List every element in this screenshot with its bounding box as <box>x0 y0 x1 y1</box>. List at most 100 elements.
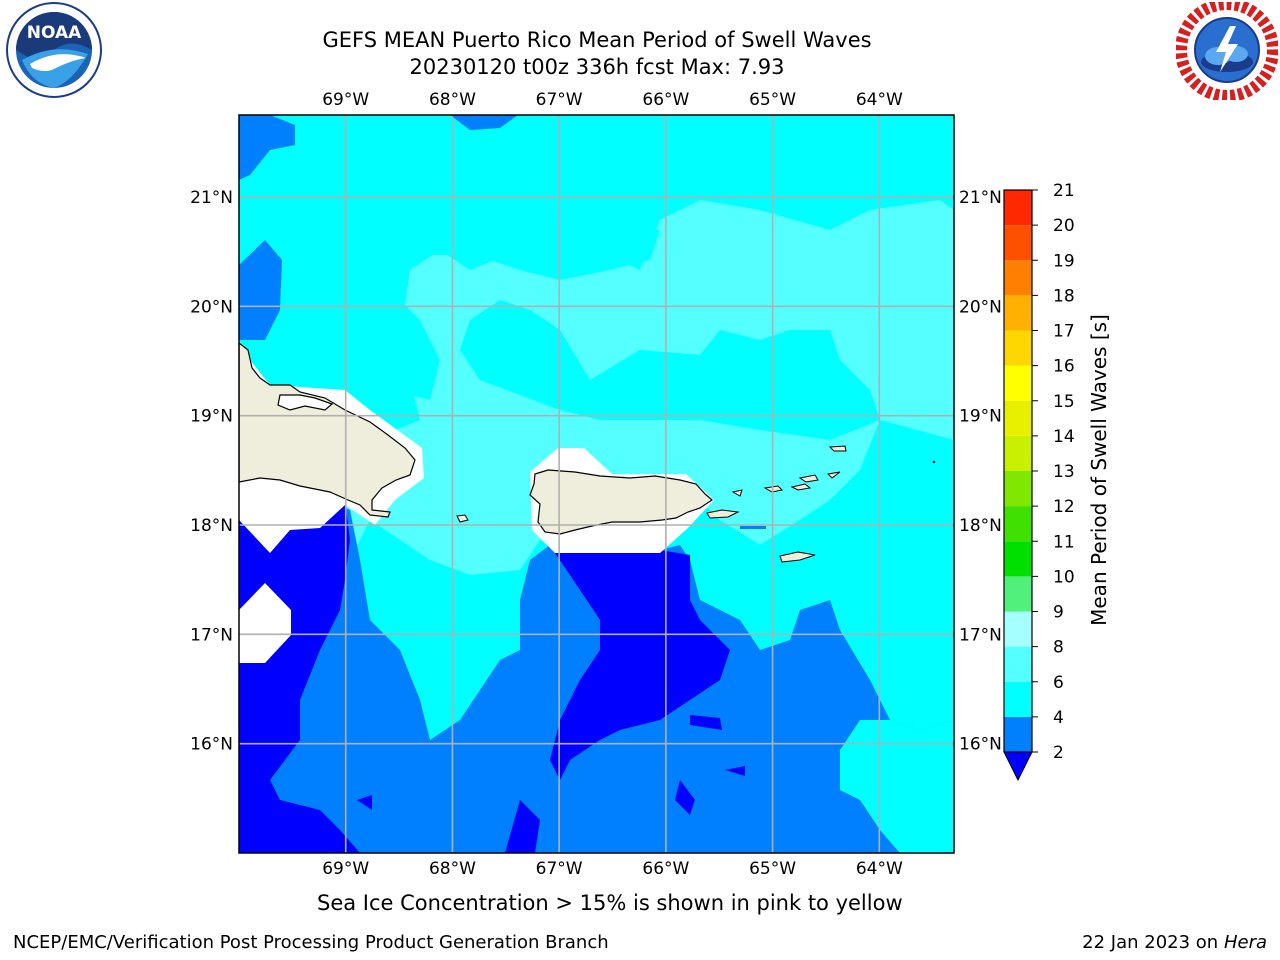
lat-tick-label: 19°N <box>190 407 233 427</box>
colorbar-tick-label: 21 <box>1053 181 1075 201</box>
colorbar-tick-label: 2 <box>1053 743 1064 763</box>
st-thomas-island <box>763 485 784 493</box>
field-below-2 <box>505 800 540 853</box>
lon-tick-label: 64°W <box>856 859 903 879</box>
field-below-2 <box>690 715 722 730</box>
colorbar-segment <box>1004 541 1032 577</box>
noaa-logo-text: NOAA <box>27 23 82 43</box>
swell-period-field <box>239 115 954 853</box>
lon-tick-label: 65°W <box>749 90 796 110</box>
lon-tick-label: 66°W <box>642 859 689 879</box>
map-frame <box>238 114 955 854</box>
sea-ice-caption: Sea Ice Concentration > 15% is shown in … <box>317 891 903 915</box>
colorbar-tick-label: 20 <box>1053 216 1075 236</box>
chart-title: GEFS MEAN Puerto Rico Mean Period of Swe… <box>322 28 872 52</box>
chart-subtitle: 20230120 t00z 336h fcst Max: 7.93 <box>409 55 785 79</box>
footer-machine: Hera <box>1223 932 1267 953</box>
lon-tick-label: 66°W <box>642 90 689 110</box>
colorbar-tick-label: 13 <box>1053 462 1075 482</box>
lat-tick-label: 21°N <box>190 188 233 208</box>
field-2-4 <box>450 115 518 130</box>
tortola-island <box>798 474 819 483</box>
lat-tick-label: 20°N <box>959 297 1002 317</box>
lat-tick-label: 19°N <box>959 407 1002 427</box>
field-4-6-pocket <box>239 115 954 200</box>
lon-tick-label: 69°W <box>322 859 369 879</box>
colorbar-tick-label: 16 <box>1053 357 1075 377</box>
colorbar-tick-label: 12 <box>1053 497 1075 517</box>
noaa-logo-icon: NOAA <box>6 2 102 98</box>
colorbar-segment <box>1004 365 1032 401</box>
colorbar-segment <box>1004 400 1032 436</box>
lon-tick-label: 67°W <box>536 859 583 879</box>
lat-ticks-right: 21°N 20°N 19°N 18°N 17°N 16°N <box>959 188 1002 755</box>
lat-tick-label: 17°N <box>190 625 233 645</box>
colorbar-segment <box>1004 646 1032 682</box>
lon-tick-label: 69°W <box>322 90 369 110</box>
field-4-6-pocket <box>460 300 880 440</box>
colorbar-tick-label: 8 <box>1053 638 1064 658</box>
field-below-2 <box>550 550 730 780</box>
field-4-6-pocket <box>420 200 660 280</box>
colorbar-segment <box>1004 330 1032 366</box>
virgin-gorda-island <box>826 471 841 479</box>
colorbar-tick-label: 15 <box>1053 392 1075 412</box>
mona-island <box>456 514 469 523</box>
colorbar-segment <box>1004 435 1032 471</box>
colorbar-extend-min <box>1003 751 1033 782</box>
field-2-4 <box>239 240 282 340</box>
st-croix-island <box>779 551 816 563</box>
lon-tick-label: 67°W <box>536 90 583 110</box>
colorbar-tick-label: 19 <box>1053 251 1075 271</box>
lon-tick-label: 68°W <box>429 90 476 110</box>
lon-tick-label: 68°W <box>429 859 476 879</box>
colorbar-segment <box>1004 471 1032 507</box>
footer-date: 22 Jan 2023 on Hera <box>1082 932 1267 953</box>
colorbar: 2 4 6 8 9 10 11 12 13 14 15 16 17 18 19 20 21 <box>1003 181 1075 782</box>
field-2-4 <box>239 115 295 180</box>
field-below-2 <box>357 795 372 810</box>
colorbar-tick-label: 10 <box>1053 567 1075 587</box>
colorbar-tick-label: 9 <box>1053 603 1064 623</box>
lat-tick-label: 16°N <box>190 735 233 755</box>
lat-tick-label: 17°N <box>959 625 1002 645</box>
lat-tick-label: 20°N <box>190 297 233 317</box>
colorbar-segment <box>1004 190 1032 226</box>
hispaniola-land <box>239 342 416 518</box>
small-patch <box>740 526 766 529</box>
lon-tick-label: 65°W <box>749 859 796 879</box>
field-4-6-pocket <box>840 720 954 853</box>
colorbar-tick-label: 11 <box>1053 532 1075 552</box>
lon-ticks-bottom: 69°W 68°W 67°W 66°W 65°W 64°W <box>322 859 903 879</box>
lat-tick-label: 18°N <box>190 516 233 536</box>
small-island <box>932 460 936 464</box>
st-john-island <box>790 483 812 491</box>
nws-logo-icon <box>1176 2 1278 100</box>
lon-ticks-top: 69°W 68°W 67°W 66°W 65°W 64°W <box>322 90 903 110</box>
colorbar-segment <box>1004 225 1032 261</box>
colorbar-tick-label: 17 <box>1053 322 1075 342</box>
gridlines <box>239 115 954 853</box>
masked-region <box>239 583 291 663</box>
colorbar-segment <box>1004 716 1032 752</box>
colorbar-segment <box>1004 611 1032 647</box>
colorbar-tick-label: 14 <box>1053 427 1075 447</box>
field-4-6-pocket <box>239 200 440 400</box>
colorbar-segment <box>1004 506 1032 542</box>
footer-credit: NCEP/EMC/Verification Post Processing Pr… <box>13 932 609 953</box>
colorbar-tick-label: 4 <box>1053 708 1064 728</box>
colorbar-tick-label: 6 <box>1053 673 1064 693</box>
field-below-2 <box>725 766 745 776</box>
lat-tick-label: 21°N <box>959 188 1002 208</box>
lat-ticks-left: 21°N 20°N 19°N 18°N 17°N 16°N <box>190 188 233 755</box>
colorbar-tick-label: 18 <box>1053 286 1075 306</box>
colorbar-segment <box>1004 576 1032 612</box>
colorbar-label: Mean Period of Swell Waves [s] <box>1087 314 1111 626</box>
colorbar-segment <box>1004 260 1032 296</box>
colorbar-segment <box>1004 295 1032 331</box>
anegada-island <box>828 445 847 452</box>
field-6-8 <box>239 200 954 640</box>
lat-tick-label: 18°N <box>959 516 1002 536</box>
field-below-2 <box>675 780 695 815</box>
